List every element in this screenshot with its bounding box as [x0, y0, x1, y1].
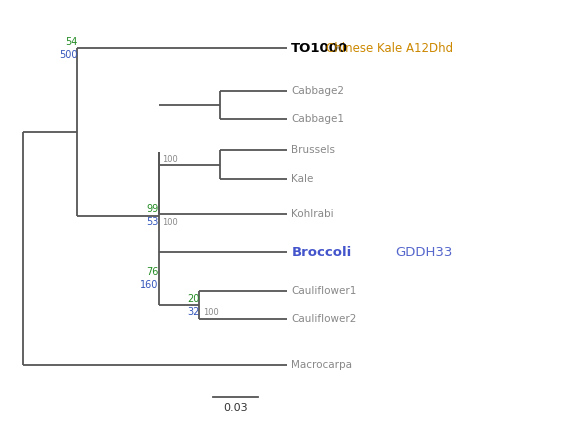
Text: 100: 100	[203, 308, 218, 317]
Text: 54: 54	[65, 37, 77, 47]
Text: 500: 500	[59, 50, 77, 60]
Text: 0.03: 0.03	[223, 403, 248, 413]
Text: 20: 20	[187, 294, 199, 304]
Text: Cabbage2: Cabbage2	[291, 86, 344, 96]
Text: 32: 32	[187, 307, 199, 317]
Text: Kohlrabi: Kohlrabi	[291, 209, 334, 219]
Text: 99: 99	[146, 204, 159, 214]
Text: Cauliflower1: Cauliflower1	[291, 286, 357, 296]
Text: Macrocarpa: Macrocarpa	[291, 360, 352, 370]
Text: TO1000: TO1000	[291, 42, 348, 55]
Text: 100: 100	[162, 155, 178, 164]
Text: Brussels: Brussels	[291, 145, 335, 156]
Text: Broccoli: Broccoli	[291, 246, 352, 259]
Text: Cabbage1: Cabbage1	[291, 114, 344, 124]
Text: 53: 53	[146, 217, 159, 227]
Text: Cauliflower2: Cauliflower2	[291, 314, 357, 324]
Text: 100: 100	[162, 218, 178, 227]
Text: 76: 76	[146, 268, 159, 277]
Text: Kale: Kale	[291, 173, 314, 184]
Text: 160: 160	[140, 280, 159, 290]
Text: GDDH33: GDDH33	[396, 246, 453, 259]
Text: Chinese Kale A12Dhd: Chinese Kale A12Dhd	[327, 42, 453, 55]
